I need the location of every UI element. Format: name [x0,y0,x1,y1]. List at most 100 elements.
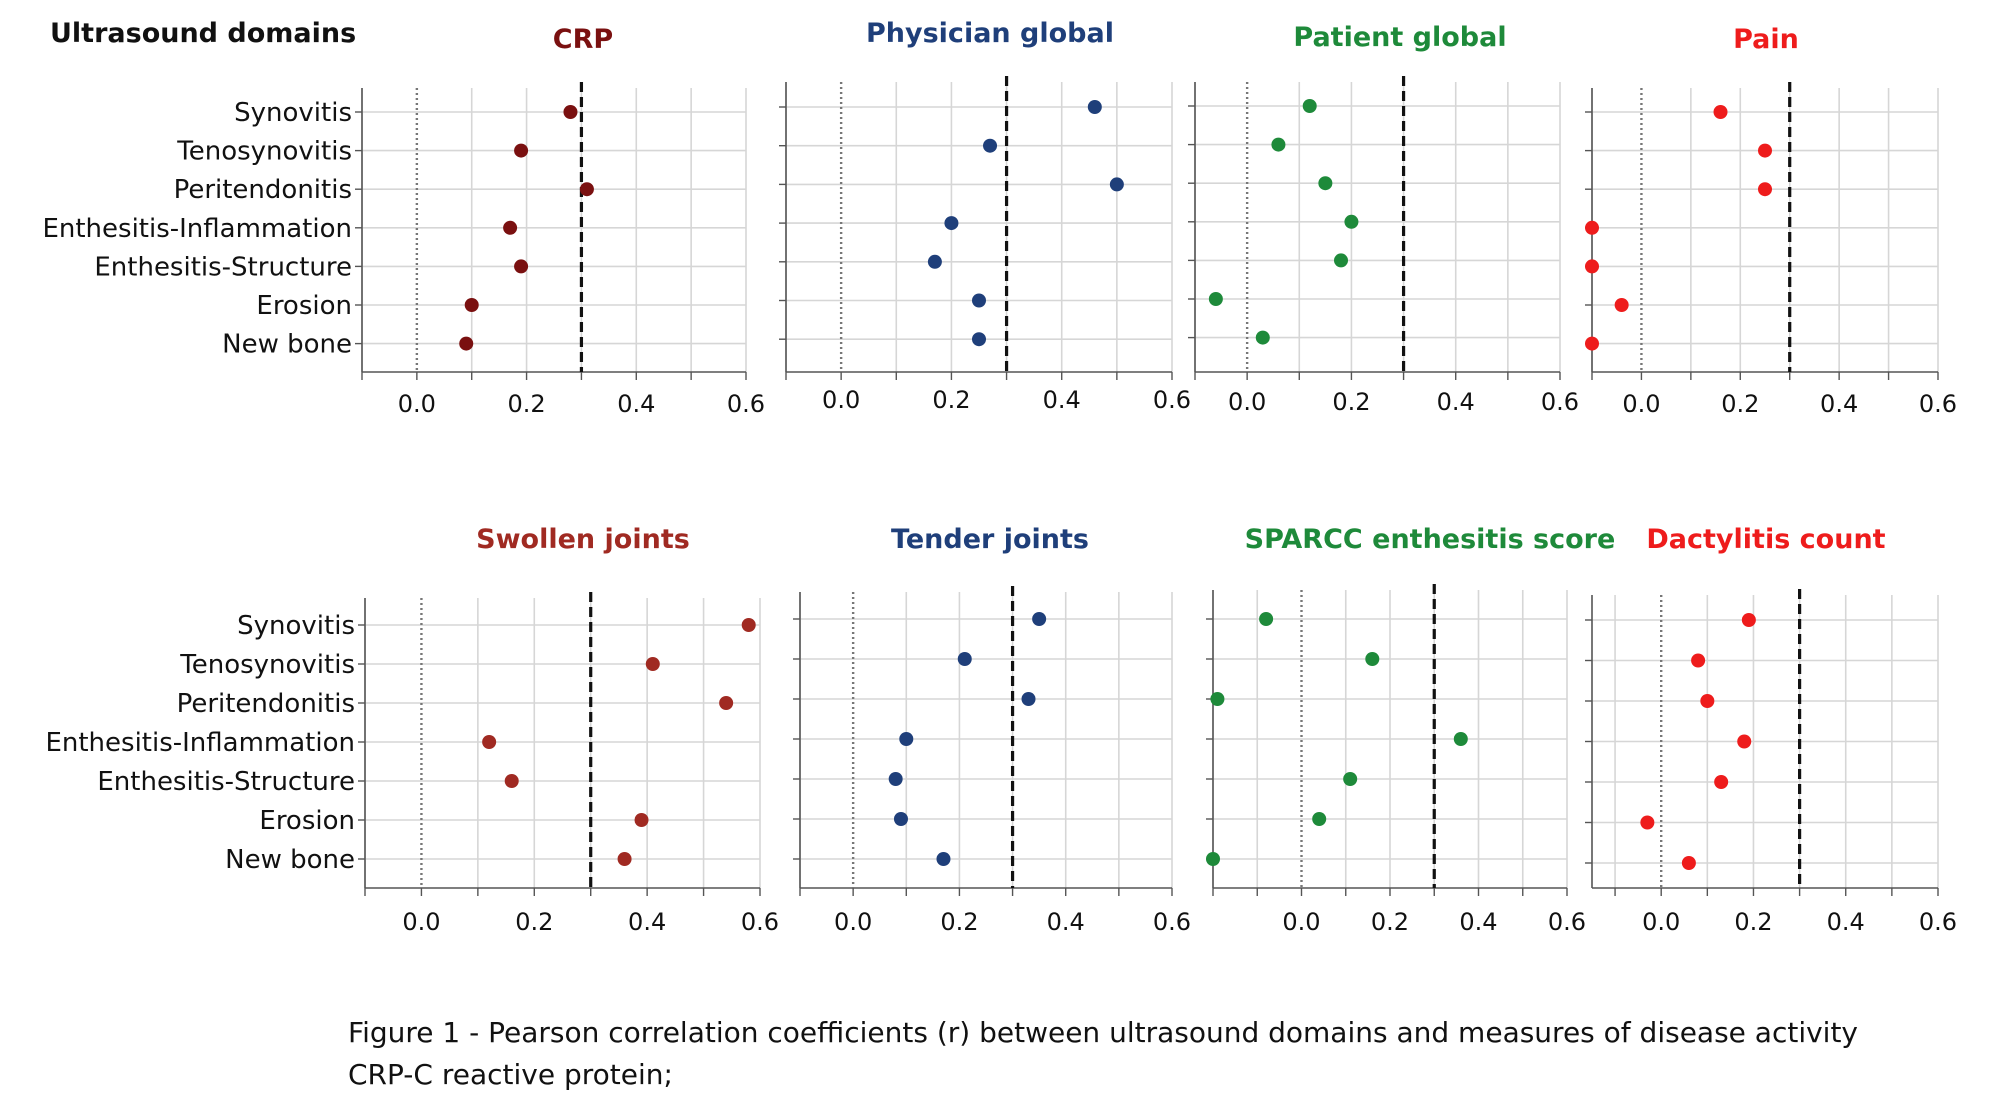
category-label: Enthesitis-Structure [97,767,355,797]
category-label: Tenosynovitis [179,650,355,680]
row-header: Ultrasound domains [50,18,356,49]
panel-7: SPARCC enthesitis score 0.0 0.2 0.4 0.6 [1206,524,1615,936]
x-tick-label: 0.4 [1047,908,1085,936]
data-point [1737,734,1752,749]
data-point [1585,336,1599,351]
data-point [1208,292,1223,306]
category-label: Peritendonitis [177,689,355,719]
data-point [1700,694,1715,708]
x-tick-label: 0.0 [1622,390,1660,418]
data-point [464,298,479,312]
data-point [741,618,756,632]
x-tick-label: 0.2 [515,908,553,936]
figure-caption: Figure 1 - Pearson correlation coefficie… [348,1012,1858,1096]
x-tick-label: 0.4 [1820,390,1858,418]
x-tick-label: 0.2 [1332,388,1370,416]
x-tick-label: 0.4 [1459,908,1497,936]
category-label: Synovitis [234,98,352,128]
data-point [617,852,632,866]
data-point [899,732,914,746]
category-label: Erosion [259,806,355,836]
data-point [459,336,474,351]
data-point [1206,852,1220,866]
panel-title: Pain [1733,24,1799,55]
x-tick-label: 0.2 [507,390,545,418]
panel-title: Dactylitis count [1646,524,1885,555]
category-label: Enthesitis-Structure [94,252,352,282]
data-point [983,138,998,153]
data-point [1453,732,1468,746]
data-point [1758,182,1772,197]
panel-title: Tender joints [891,524,1089,555]
data-point [1109,177,1124,192]
category-label: Erosion [256,291,352,321]
x-tick-label: 0.0 [398,390,436,418]
panel-title: Swollen joints [476,524,690,555]
panel-4: Pain 0.0 0.2 0.4 0.6 [1585,24,1957,418]
data-point [1585,259,1599,274]
caption-line-2: CRP-C reactive protein; [348,1058,673,1091]
x-tick-label: 0.2 [1734,908,1772,936]
data-point [1713,105,1728,119]
data-point [1741,613,1756,627]
panel-5: Swollen joints 0.0 0.2 0.4 0.6 Synovitis Tenos… [45,524,779,936]
data-point [1691,653,1706,668]
panel-8: Dactylitis count 0.0 0.2 0.4 0.6 [1585,524,1957,936]
caption-line-1: Figure 1 - Pearson correlation coefficie… [348,1016,1859,1049]
data-point [888,772,903,786]
x-tick-label: 0.0 [402,908,440,936]
panel-title: SPARCC enthesitis score [1245,524,1616,555]
data-point [1021,692,1036,706]
data-point [944,216,959,231]
panel-title: Patient global [1293,22,1506,53]
x-tick-label: 0.2 [1371,908,1409,936]
category-label: Peritendonitis [174,175,352,205]
data-point [719,696,734,710]
panel-1: CRP 0.0 0.2 0.4 0.6 Synovitis Tenosynovitis Per… [42,24,765,418]
x-tick-label: 0.2 [940,908,978,936]
data-point [1312,812,1327,826]
data-point [927,254,942,269]
data-point [1302,99,1317,113]
data-point [503,220,518,235]
x-tick-label: 0.0 [1642,908,1680,936]
data-point [957,652,972,666]
category-label: New bone [222,330,352,360]
category-label: New bone [225,845,355,875]
x-tick-label: 0.6 [1919,908,1957,936]
x-tick-label: 0.4 [1043,386,1081,414]
panel-title: CRP [553,24,613,55]
panel-6: Tender joints 0.0 0.2 0.4 0.6 [793,524,1191,936]
data-point [579,182,594,197]
data-point [1585,220,1599,235]
panel-2: Physician global 0.0 0.2 0.4 0.6 [779,18,1191,414]
x-tick-label: 0.2 [932,386,970,414]
data-point [514,259,529,274]
x-tick-label: 0.4 [628,908,666,936]
category-label: Synovitis [237,611,355,641]
data-point [1334,253,1348,268]
panel-3: Patient global 0.0 0.2 0.4 0.6 [1188,22,1579,416]
data-point [1318,176,1333,191]
x-tick-label: 0.6 [741,908,779,936]
data-point [972,293,986,308]
data-point [1681,856,1696,870]
category-label: Tenosynovitis [176,137,352,167]
data-point [1259,612,1274,626]
panels-group: CRP 0.0 0.2 0.4 0.6 Synovitis Tenosynovitis Per… [42,18,1957,936]
x-tick-label: 0.6 [1919,390,1957,418]
x-tick-label: 0.0 [822,386,860,414]
data-point [1343,772,1358,786]
data-point [634,813,649,827]
data-point [645,657,660,671]
data-point [514,143,529,158]
category-label: Enthesitis-Inflammation [45,728,355,758]
data-point [1758,143,1772,158]
data-point [1614,298,1629,312]
x-tick-label: 0.4 [617,390,655,418]
data-point [482,735,497,749]
data-point [1032,612,1047,626]
x-tick-label: 0.6 [1548,908,1586,936]
x-tick-label: 0.4 [1437,388,1475,416]
